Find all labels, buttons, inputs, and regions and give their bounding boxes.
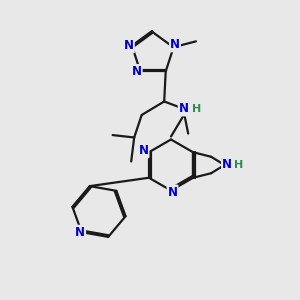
Text: N: N: [222, 158, 232, 172]
Text: N: N: [167, 185, 178, 199]
Text: N: N: [179, 103, 189, 116]
Text: H: H: [234, 160, 243, 170]
Text: N: N: [132, 65, 142, 78]
Text: N: N: [124, 39, 134, 52]
Text: H: H: [192, 104, 201, 114]
Text: N: N: [170, 38, 180, 51]
Text: N: N: [75, 226, 85, 239]
Text: N: N: [139, 144, 148, 157]
